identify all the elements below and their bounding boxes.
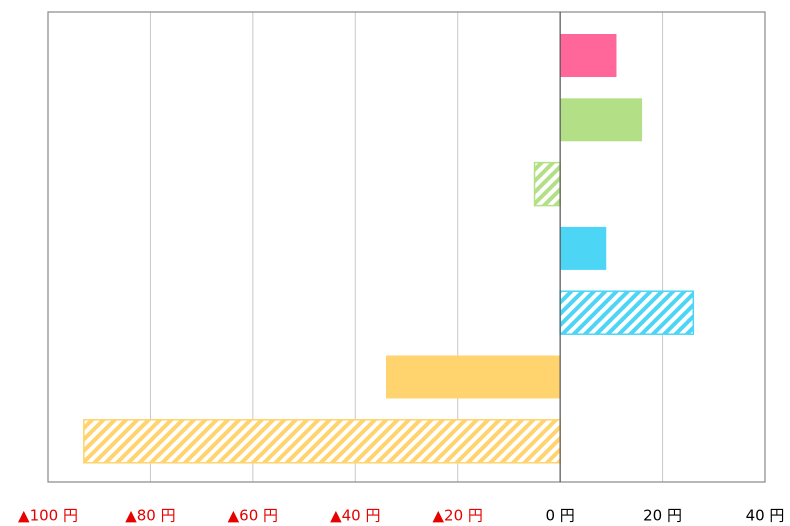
x-tick-label: ▲100 円 bbox=[18, 507, 78, 525]
bar bbox=[560, 226, 607, 270]
x-tick-label: 40 円 bbox=[746, 507, 785, 525]
bar bbox=[559, 290, 695, 335]
x-tick-label: 0 円 bbox=[545, 507, 574, 525]
x-tick-label: ▲60 円 bbox=[228, 507, 278, 525]
bar bbox=[386, 355, 561, 399]
x-tick-label: 20 円 bbox=[643, 507, 682, 525]
x-tick-label: ▲20 円 bbox=[433, 507, 483, 525]
plot-frame bbox=[47, 11, 766, 483]
x-tick-label: ▲80 円 bbox=[125, 507, 175, 525]
bar bbox=[83, 419, 561, 464]
bar bbox=[560, 34, 617, 77]
bar bbox=[533, 161, 561, 207]
bar bbox=[560, 98, 643, 142]
x-tick-label: ▲40 円 bbox=[330, 507, 380, 525]
